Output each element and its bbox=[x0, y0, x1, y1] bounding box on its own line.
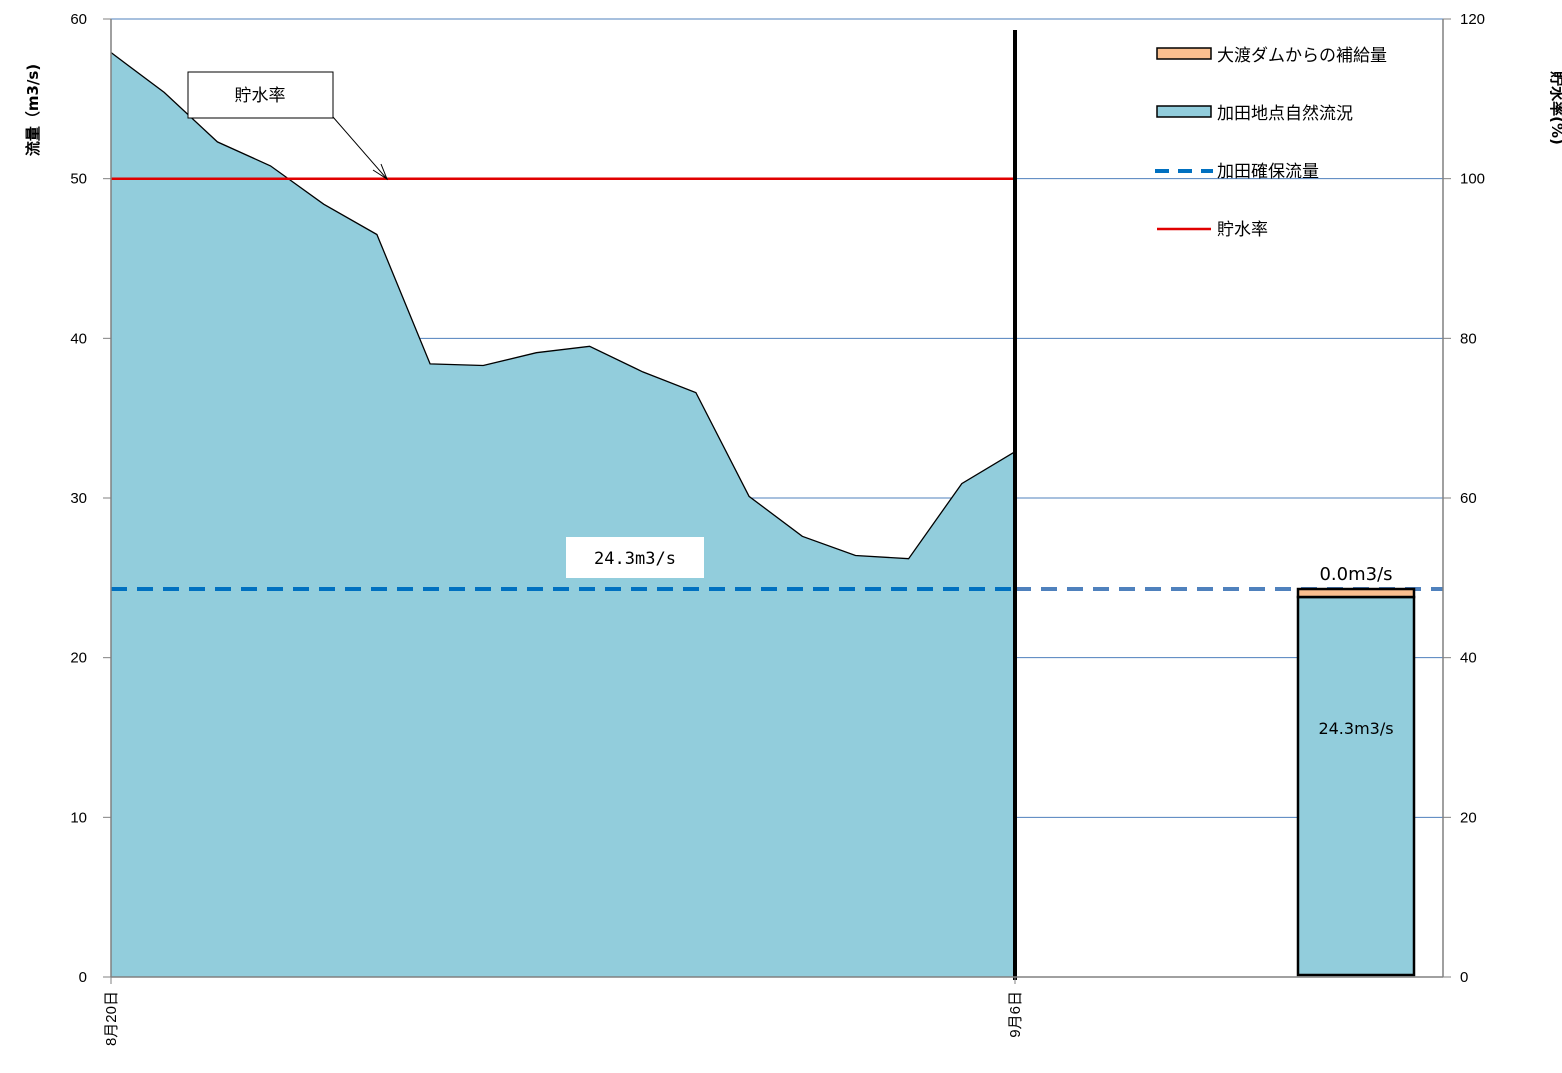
forecast-bar-supply bbox=[1296, 587, 1416, 599]
right-tick-label: 0 bbox=[1460, 969, 1468, 986]
legend-item-natural: 加田地点自然流況 bbox=[1156, 104, 1353, 124]
right-tick-label: 40 bbox=[1460, 650, 1477, 667]
forecast-bar-natural bbox=[1296, 595, 1416, 977]
storage-rate-callout: 貯水率 bbox=[187, 71, 389, 181]
forecast-bar-supply-label: 0.0m3/s bbox=[1319, 564, 1392, 585]
guaranteed-flow-label-text: 24.3m3/s bbox=[594, 549, 676, 569]
right-tick-label: 60 bbox=[1460, 490, 1477, 507]
legend-item-storage: 貯水率 bbox=[1157, 220, 1268, 240]
guaranteed-flow-line bbox=[111, 30, 1443, 980]
storage-rate-callout-text: 貯水率 bbox=[235, 86, 286, 106]
legend-label-guaranteed: 加田確保流量 bbox=[1217, 162, 1319, 182]
legend-item-supply: 大渡ダムからの補給量 bbox=[1156, 46, 1387, 66]
left-tick-label: 10 bbox=[70, 809, 87, 826]
left-tick-label: 0 bbox=[79, 969, 87, 986]
left-tick-label: 20 bbox=[70, 650, 87, 667]
right-tick-label: 120 bbox=[1460, 11, 1485, 28]
natural-flow-outline bbox=[110, 51, 1016, 560]
legend: 大渡ダムからの補給量 加田地点自然流況 加田確保流量 貯水率 bbox=[1155, 46, 1387, 240]
x-tick-label: 9月6日 bbox=[1007, 991, 1024, 1038]
left-tick-label: 30 bbox=[70, 490, 87, 507]
legend-item-guaranteed: 加田確保流量 bbox=[1155, 162, 1319, 182]
legend-label-storage: 貯水率 bbox=[1217, 220, 1268, 240]
left-tick-label: 60 bbox=[70, 11, 87, 28]
right-tick-label: 20 bbox=[1460, 809, 1477, 826]
forecast-bar-natural-label: 24.3m3/s bbox=[1318, 719, 1393, 738]
natural-flow-fill bbox=[111, 52, 1015, 977]
guaranteed-flow-label: 24.3m3/s bbox=[566, 537, 704, 578]
right-axis-title: 貯水率(%) bbox=[1548, 71, 1562, 145]
right-tick-label: 100 bbox=[1460, 171, 1485, 188]
left-tick-label: 40 bbox=[70, 330, 87, 347]
natural-flow-area bbox=[110, 51, 1016, 977]
forecast-bar: 24.3m3/s 0.0m3/s bbox=[1296, 564, 1416, 977]
axes: 0 10 20 30 40 50 60 0 20 40 60 80 100 120 8月20日 9月6日 bbox=[70, 11, 1485, 1046]
legend-label-supply: 大渡ダムからの補給量 bbox=[1217, 46, 1387, 66]
left-axis-title: 流量（m3/s) bbox=[24, 64, 42, 156]
x-tick-label: 8月20日 bbox=[103, 991, 120, 1046]
right-tick-label: 80 bbox=[1460, 330, 1477, 347]
left-tick-label: 50 bbox=[70, 171, 87, 188]
legend-label-natural: 加田地点自然流況 bbox=[1217, 104, 1353, 124]
